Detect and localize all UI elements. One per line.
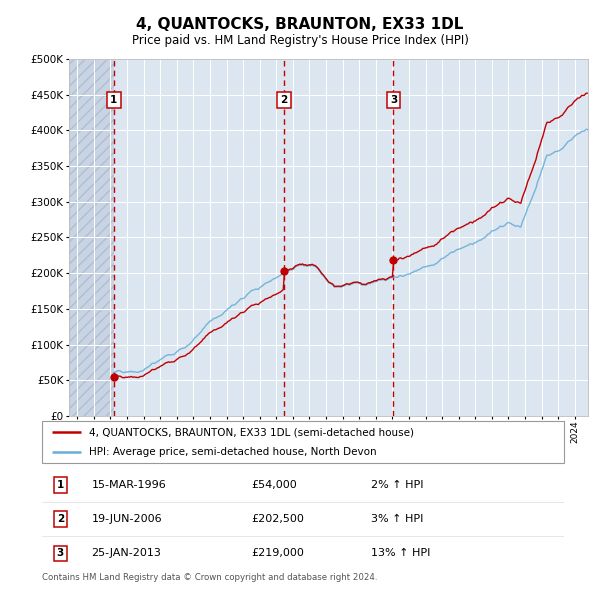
Text: Contains HM Land Registry data © Crown copyright and database right 2024.: Contains HM Land Registry data © Crown c…: [42, 573, 377, 582]
Bar: [69, 59, 114, 416]
Text: 2% ↑ HPI: 2% ↑ HPI: [371, 480, 424, 490]
Text: Price paid vs. HM Land Registry's House Price Index (HPI): Price paid vs. HM Land Registry's House …: [131, 34, 469, 47]
Text: 2: 2: [56, 514, 64, 524]
Text: 2: 2: [280, 95, 287, 105]
Text: 3: 3: [390, 95, 397, 105]
Text: 1: 1: [110, 95, 118, 105]
Text: 4, QUANTOCKS, BRAUNTON, EX33 1DL (semi-detached house): 4, QUANTOCKS, BRAUNTON, EX33 1DL (semi-d…: [89, 427, 414, 437]
Text: £54,000: £54,000: [251, 480, 296, 490]
Text: HPI: Average price, semi-detached house, North Devon: HPI: Average price, semi-detached house,…: [89, 447, 377, 457]
Text: £202,500: £202,500: [251, 514, 304, 524]
Text: 19-JUN-2006: 19-JUN-2006: [92, 514, 162, 524]
Text: 13% ↑ HPI: 13% ↑ HPI: [371, 549, 430, 558]
Text: 15-MAR-1996: 15-MAR-1996: [92, 480, 166, 490]
Text: 4, QUANTOCKS, BRAUNTON, EX33 1DL: 4, QUANTOCKS, BRAUNTON, EX33 1DL: [136, 17, 464, 31]
Text: £219,000: £219,000: [251, 549, 304, 558]
Text: 1: 1: [56, 480, 64, 490]
Text: 3: 3: [56, 549, 64, 558]
Text: 25-JAN-2013: 25-JAN-2013: [92, 549, 161, 558]
FancyBboxPatch shape: [42, 421, 564, 463]
Text: 3% ↑ HPI: 3% ↑ HPI: [371, 514, 423, 524]
